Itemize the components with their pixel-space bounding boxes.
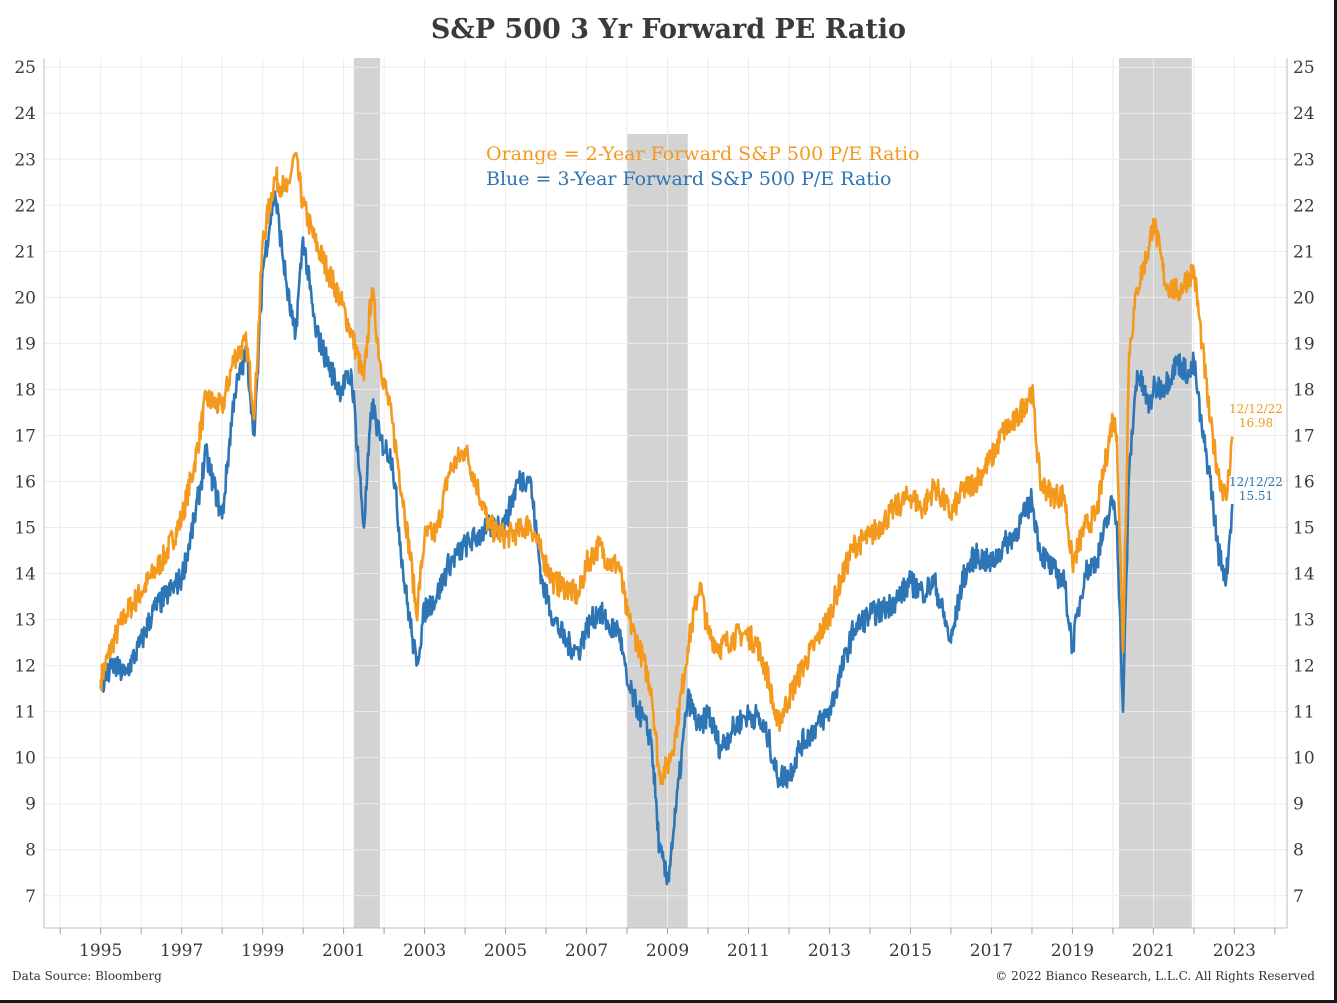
x-tick-2003: 2003	[403, 941, 446, 960]
gridlines	[44, 58, 1287, 928]
y-tick-left-8: 8	[25, 841, 36, 861]
x-tick-2011: 2011	[727, 941, 770, 960]
y-tick-right-17: 17	[1293, 426, 1315, 446]
y-tick-right-8: 8	[1293, 841, 1304, 861]
legend-backdrop	[626, 58, 689, 134]
end-label-orange-date: 12/12/22	[1229, 402, 1283, 416]
x-tick-2009: 2009	[646, 941, 689, 960]
series-lines	[99, 151, 1234, 886]
series-line-blue	[99, 190, 1234, 886]
y-tick-right-13: 13	[1293, 611, 1315, 631]
data-source: Data Source: Bloomberg	[12, 969, 162, 983]
y-tick-left-23: 23	[14, 150, 36, 170]
y-tick-left-18: 18	[14, 380, 36, 400]
x-tick-2015: 2015	[889, 941, 932, 960]
y-tick-right-20: 20	[1293, 288, 1315, 308]
x-tick-2019: 2019	[1051, 941, 1094, 960]
y-tick-right-7: 7	[1293, 887, 1304, 907]
x-tick-2023: 2023	[1213, 941, 1256, 960]
y-tick-right-21: 21	[1293, 242, 1315, 262]
chart-title: S&P 500 3 Yr Forward PE Ratio	[430, 14, 907, 45]
y-tick-left-16: 16	[14, 472, 36, 492]
x-tick-2021: 2021	[1132, 941, 1175, 960]
x-tick-1995: 1995	[79, 941, 122, 960]
y-tick-left-14: 14	[14, 565, 36, 585]
y-tick-right-25: 25	[1293, 58, 1315, 78]
y-tick-right-24: 24	[1293, 104, 1315, 124]
x-tick-2013: 2013	[808, 941, 851, 960]
y-tick-left-17: 17	[14, 426, 36, 446]
chart-labels: Orange = 2-Year Forward S&P 500 P/E Rati…	[486, 143, 1283, 503]
x-tick-2005: 2005	[484, 941, 527, 960]
x-tick-1999: 1999	[241, 941, 284, 960]
y-tick-right-14: 14	[1293, 565, 1315, 585]
end-label-blue-date: 12/12/22	[1229, 475, 1283, 489]
y-tick-right-23: 23	[1293, 150, 1315, 170]
end-label-orange-value: 16.98	[1239, 416, 1273, 430]
y-tick-left-25: 25	[14, 58, 36, 78]
y-tick-left-10: 10	[14, 749, 36, 769]
y-tick-left-22: 22	[14, 196, 36, 216]
copyright: © 2022 Bianco Research, L.L.C. All Right…	[995, 969, 1315, 983]
y-tick-right-10: 10	[1293, 749, 1315, 769]
end-label-blue-value: 15.51	[1239, 489, 1273, 503]
y-tick-left-15: 15	[14, 519, 36, 539]
recession-band-2	[1118, 58, 1192, 928]
y-tick-right-16: 16	[1293, 472, 1315, 492]
axes: 7 7 8 8 9 9 10 10 11 11 12 12 13 13 14 14 15 15 16 16 17 17 18…	[14, 58, 1315, 960]
y-tick-left-24: 24	[14, 104, 36, 124]
y-tick-left-7: 7	[25, 887, 36, 907]
y-tick-left-9: 9	[25, 795, 36, 815]
y-tick-right-15: 15	[1293, 519, 1315, 539]
y-tick-left-20: 20	[14, 288, 36, 308]
chart: 7 7 8 8 9 9 10 10 11 11 12 12 13 13 14 14 15 15 16 16 17 17 18…	[14, 58, 1315, 960]
y-tick-left-13: 13	[14, 611, 36, 631]
y-tick-right-18: 18	[1293, 380, 1315, 400]
legend-blue: Blue = 3-Year Forward S&P 500 P/E Ratio	[486, 168, 891, 190]
y-tick-right-9: 9	[1293, 795, 1304, 815]
y-tick-right-12: 12	[1293, 657, 1315, 677]
x-tick-1997: 1997	[160, 941, 203, 960]
legend-orange: Orange = 2-Year Forward S&P 500 P/E Rati…	[486, 143, 920, 165]
series-line-orange	[99, 151, 1234, 786]
x-tick-2017: 2017	[970, 941, 1013, 960]
x-tick-2001: 2001	[322, 941, 365, 960]
y-tick-right-19: 19	[1293, 334, 1315, 354]
y-tick-left-11: 11	[14, 703, 36, 723]
y-tick-left-21: 21	[14, 242, 36, 262]
y-tick-right-11: 11	[1293, 703, 1315, 723]
y-tick-left-12: 12	[14, 657, 36, 677]
y-tick-left-19: 19	[14, 334, 36, 354]
x-tick-2007: 2007	[565, 941, 608, 960]
y-tick-right-22: 22	[1293, 196, 1315, 216]
